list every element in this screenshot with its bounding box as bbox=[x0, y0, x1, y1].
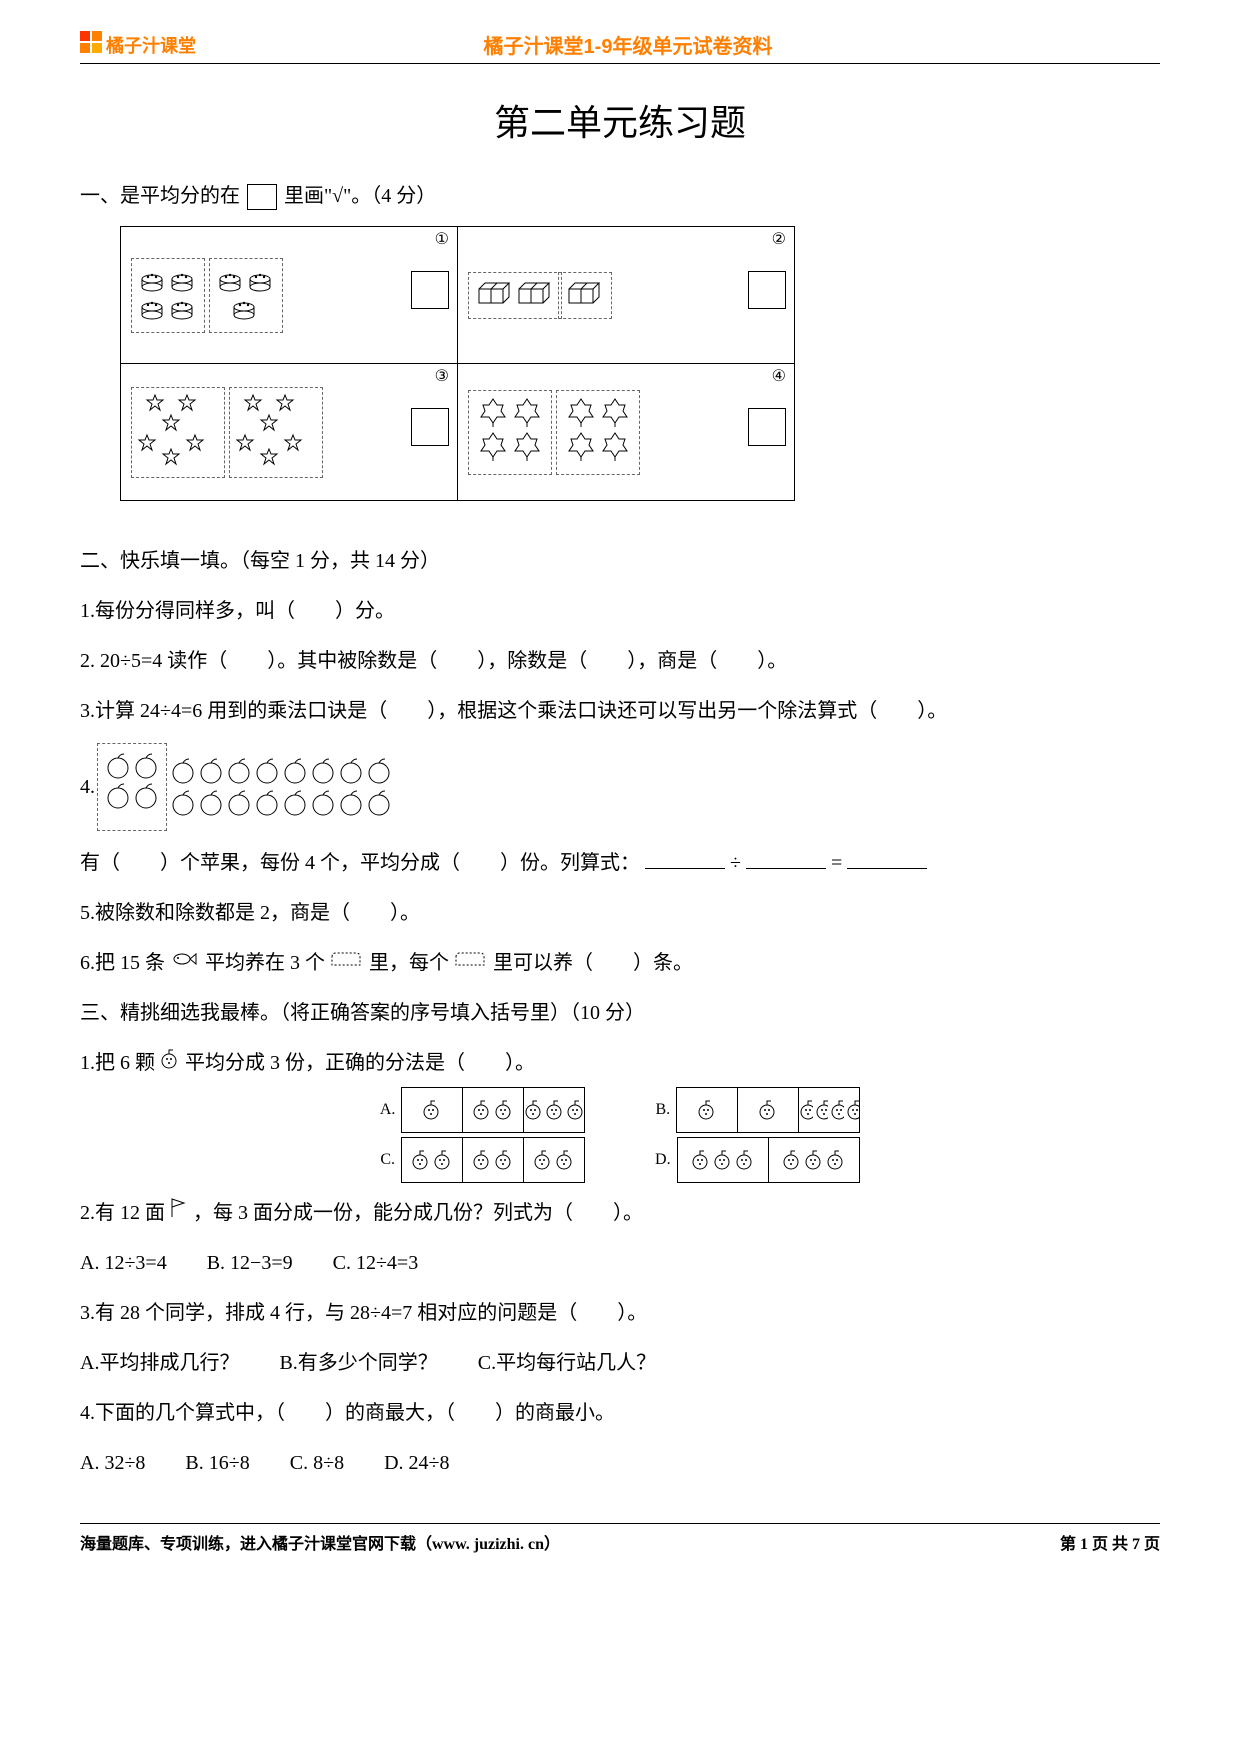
choice-B[interactable]: B. bbox=[655, 1087, 860, 1133]
s1-cell-1: ① bbox=[121, 227, 458, 364]
cell-label: ① bbox=[435, 229, 449, 249]
s3-q1-choices-row1: A. B. bbox=[80, 1087, 1160, 1133]
q6-mid2: 里，每个 bbox=[369, 952, 449, 974]
cell-label: ② bbox=[772, 229, 786, 249]
footer-right: 第 1 页 共 7 页 bbox=[1060, 1530, 1160, 1554]
s2-q4-text: 有（ ）个苹果，每份 4 个，平均分成（ ）份。列算式： ÷ = bbox=[80, 843, 1160, 883]
group-icon bbox=[468, 390, 552, 475]
flag-icon bbox=[170, 1197, 188, 1219]
choice-box bbox=[676, 1087, 860, 1133]
opt-C[interactable]: C.平均每行站几人？ bbox=[478, 1343, 656, 1383]
s3-q3-options: A.平均排成几行？ B.有多少个同学？ C.平均每行站几人？ bbox=[80, 1343, 1160, 1383]
bowl-icon bbox=[330, 951, 364, 969]
opt-B[interactable]: B. 16÷8 bbox=[185, 1443, 249, 1483]
q6-post: 里可以养（ ）条。 bbox=[493, 952, 693, 974]
footer-left: 海量题库、专项训练，进入橘子汁课堂官网下载（www. juzizhi. cn） bbox=[80, 1530, 560, 1554]
s3-q2-options: A. 12÷3=4 B. 12−3=9 C. 12÷4=3 bbox=[80, 1243, 1160, 1283]
opt-label: C. bbox=[380, 1151, 395, 1169]
choice-C[interactable]: C. bbox=[380, 1137, 585, 1183]
opt-label: B. bbox=[655, 1101, 670, 1119]
section-3-heading: 三、精挑细选我最棒。（将正确答案的序号填入括号里）（10 分） bbox=[80, 993, 1160, 1033]
choice-box bbox=[677, 1137, 860, 1183]
divide-sign: ÷ bbox=[730, 852, 741, 874]
opt-C[interactable]: C. 8÷8 bbox=[290, 1443, 344, 1483]
bowl-icon bbox=[454, 951, 488, 969]
s3-q1: 1.把 6 颗 平均分成 3 份，正确的分法是（ ）。 bbox=[80, 1043, 1160, 1083]
s3-q1-choices-row2: C. D. bbox=[80, 1137, 1160, 1183]
s3-q4-options: A. 32÷8 B. 16÷8 C. 8÷8 D. 24÷8 bbox=[80, 1443, 1160, 1483]
fish-icon bbox=[170, 951, 200, 969]
opt-A[interactable]: A. 12÷3=4 bbox=[80, 1243, 167, 1283]
s2-q2: 2. 20÷5=4 读作（ ）。其中被除数是（ ），除数是（ ），商是（ ）。 bbox=[80, 641, 1160, 681]
group-icon bbox=[131, 387, 225, 478]
s2-q3: 3.计算 24÷4=6 用到的乘法口诀是（ ），根据这个乘法口诀还可以写出另一个… bbox=[80, 691, 1160, 731]
s1-cell-4: ④ bbox=[458, 364, 795, 501]
s3-q2-pre: 2.有 12 面 bbox=[80, 1202, 165, 1224]
group-icon bbox=[556, 390, 640, 475]
cell-label: ④ bbox=[772, 366, 786, 386]
s1-grid: ① ② bbox=[120, 226, 795, 501]
s2-q4-label: 4. bbox=[80, 767, 95, 807]
equals-sign: = bbox=[831, 852, 842, 874]
group-icon bbox=[131, 258, 205, 333]
apple-group-icon bbox=[97, 743, 167, 831]
s1-pre: 一、是平均分的在 bbox=[80, 185, 240, 207]
answer-box[interactable] bbox=[748, 271, 786, 309]
q6-mid1: 平均养在 3 个 bbox=[205, 952, 325, 974]
opt-B[interactable]: B. 12−3=9 bbox=[207, 1243, 293, 1283]
s2-q4-line: 有（ ）个苹果，每份 4 个，平均分成（ ）份。列算式： bbox=[80, 852, 640, 874]
group-icon bbox=[209, 258, 283, 333]
blank[interactable] bbox=[645, 844, 725, 869]
choice-box bbox=[401, 1087, 585, 1133]
s3-q4: 4.下面的几个算式中，（ ）的商最大，（ ）的商最小。 bbox=[80, 1393, 1160, 1433]
opt-C[interactable]: C. 12÷4=3 bbox=[333, 1243, 419, 1283]
page-footer: 海量题库、专项训练，进入橘子汁课堂官网下载（www. juzizhi. cn） … bbox=[80, 1523, 1160, 1554]
s3-q2-post: ，每 3 面分成一份，能分成几份？列式为（ ）。 bbox=[193, 1202, 643, 1224]
s2-q6: 6.把 15 条 平均养在 3 个 里，每个 里可以养（ ）条。 bbox=[80, 943, 1160, 983]
group-icon bbox=[229, 387, 323, 478]
section-1-heading: 一、是平均分的在 里画"√"。（4 分） bbox=[80, 176, 1160, 216]
header-title: 橘子汁课堂1-9年级单元试卷资料 bbox=[196, 30, 1060, 59]
opt-B[interactable]: B.有多少个同学？ bbox=[279, 1343, 437, 1383]
s3-q1-post: 平均分成 3 份，正确的分法是（ ）。 bbox=[185, 1052, 535, 1074]
group-icon bbox=[558, 272, 612, 319]
choice-box bbox=[401, 1137, 585, 1183]
s3-q3: 3.有 28 个同学，排成 4 行，与 28÷4=7 相对应的问题是（ ）。 bbox=[80, 1293, 1160, 1333]
opt-label: A. bbox=[380, 1101, 396, 1119]
section-2-heading: 二、快乐填一填。（每空 1 分，共 14 分） bbox=[80, 541, 1160, 581]
opt-label: D. bbox=[655, 1151, 671, 1169]
blank[interactable] bbox=[847, 844, 927, 869]
s2-q1: 1.每份分得同样多，叫（ ）分。 bbox=[80, 591, 1160, 631]
group-icon bbox=[468, 272, 562, 319]
s1-post: 里画"√"。（4 分） bbox=[284, 185, 436, 207]
choice-D[interactable]: D. bbox=[655, 1137, 860, 1183]
blank[interactable] bbox=[746, 844, 826, 869]
answer-box[interactable] bbox=[411, 271, 449, 309]
berry-icon bbox=[160, 1049, 180, 1069]
logo-text: 橘子汁课堂 bbox=[106, 32, 196, 58]
opt-A[interactable]: A. 32÷8 bbox=[80, 1443, 145, 1483]
s2-q4-figure: 4. bbox=[80, 741, 1160, 833]
checkbox-placeholder-icon bbox=[247, 184, 277, 210]
page-header: 橘子汁课堂 橘子汁课堂1-9年级单元试卷资料 bbox=[80, 30, 1160, 64]
s2-q5: 5.被除数和除数都是 2，商是（ ）。 bbox=[80, 893, 1160, 933]
logo: 橘子汁课堂 bbox=[80, 31, 196, 58]
q6-pre: 6.把 15 条 bbox=[80, 952, 165, 974]
answer-box[interactable] bbox=[748, 408, 786, 446]
apples-loose-icon bbox=[169, 755, 401, 819]
cell-label: ③ bbox=[435, 366, 449, 386]
s1-cell-3: ③ bbox=[121, 364, 458, 501]
page-title: 第二单元练习题 bbox=[80, 94, 1160, 146]
opt-A[interactable]: A.平均排成几行？ bbox=[80, 1343, 239, 1383]
opt-D[interactable]: D. 24÷8 bbox=[384, 1443, 449, 1483]
s1-cell-2: ② bbox=[458, 227, 795, 364]
choice-A[interactable]: A. bbox=[380, 1087, 586, 1133]
answer-box[interactable] bbox=[411, 408, 449, 446]
s3-q2: 2.有 12 面 ，每 3 面分成一份，能分成几份？列式为（ ）。 bbox=[80, 1193, 1160, 1233]
s3-q1-pre: 1.把 6 颗 bbox=[80, 1052, 155, 1074]
logo-mark-icon bbox=[80, 31, 102, 58]
